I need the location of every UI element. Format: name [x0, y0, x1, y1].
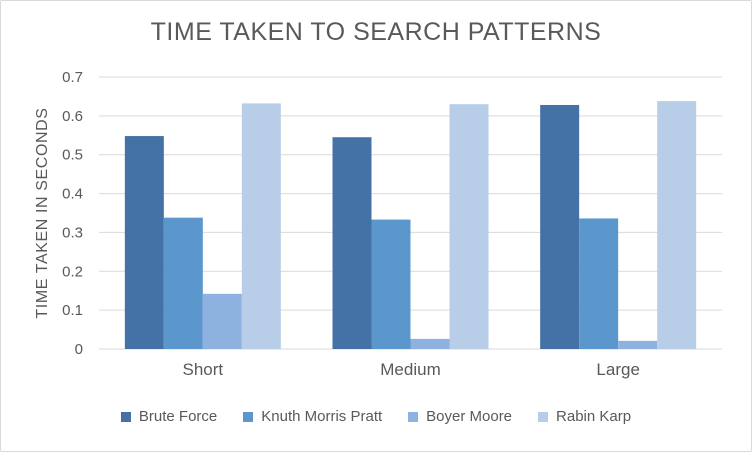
y-tick-label: 0.4 [62, 186, 83, 203]
legend-swatch [408, 411, 419, 422]
legend-swatch [120, 411, 131, 422]
y-tick-label: 0.5 [62, 147, 83, 164]
y-tick-label: 0.6 [62, 108, 83, 125]
legend-swatch [243, 411, 254, 422]
bar-rabin-karp-medium [449, 104, 489, 349]
bar-brute-force-medium [332, 137, 372, 349]
bar-knuth-morris-pratt-medium [371, 219, 411, 349]
legend-item: Knuth Morris Pratt [243, 408, 382, 425]
y-tick-label: 0 [75, 341, 83, 358]
y-axis-ticks: 0 0.1 0.2 0.3 0.4 0.5 0.6 0.7 [62, 69, 83, 358]
bar-boyer-moore-short [202, 293, 242, 349]
legend-label: Brute Force [138, 408, 218, 425]
legend-label: Rabin Karp [556, 408, 632, 425]
bar-boyer-moore-large [618, 340, 658, 349]
legend-item: Brute Force [120, 408, 218, 425]
legend-item: Rabin Karp [538, 408, 631, 425]
bars [124, 101, 697, 350]
bar-knuth-morris-pratt-large [579, 218, 619, 349]
x-category-label: Large [596, 360, 639, 379]
bar-boyer-moore-medium [410, 338, 450, 349]
chart-title: TIME TAKEN TO SEARCH PATTERNS [150, 18, 602, 46]
y-tick-label: 0.2 [62, 263, 83, 280]
y-axis-label: TIME TAKEN IN SECONDS [34, 107, 51, 318]
x-axis-categories: Short Medium Large [183, 360, 640, 379]
legend-swatch [538, 411, 549, 422]
x-category-label: Medium [380, 360, 440, 379]
bar-brute-force-large [540, 104, 580, 349]
y-tick-label: 0.1 [62, 302, 83, 319]
bar-rabin-karp-large [657, 101, 697, 349]
y-tick-label: 0.7 [62, 69, 83, 86]
legend-label: Knuth Morris Pratt [261, 408, 383, 425]
legend: Brute Force Knuth Morris Pratt Boyer Moore… [0, 408, 752, 425]
bar-knuth-morris-pratt-short [163, 217, 203, 349]
y-tick-label: 0.3 [62, 224, 83, 241]
x-category-label: Short [183, 360, 224, 379]
legend-label: Boyer Moore [426, 408, 513, 425]
legend-item: Boyer Moore [408, 408, 512, 425]
bar-rabin-karp-short [241, 103, 281, 350]
bar-brute-force-short [124, 136, 164, 349]
